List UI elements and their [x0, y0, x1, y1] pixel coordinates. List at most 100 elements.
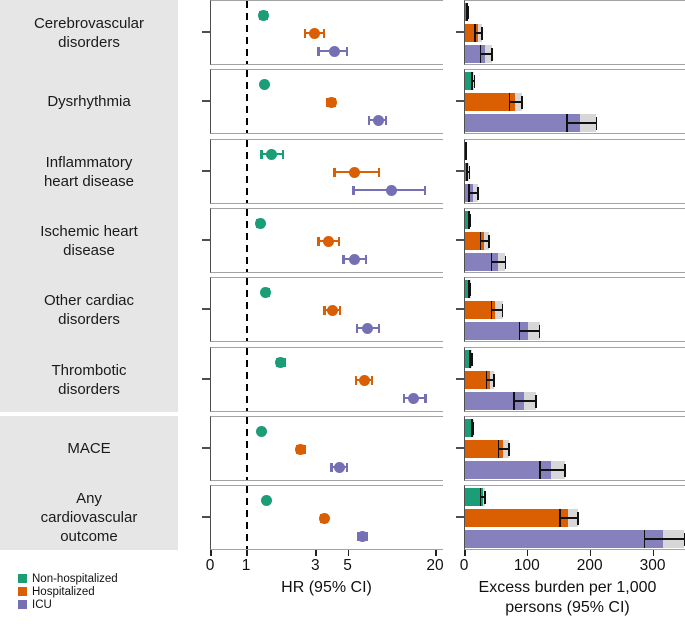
- outcome-label-line: Ischemic heart: [40, 222, 138, 240]
- burden-ci-high-cap: [683, 532, 685, 546]
- burden-ci-mid-line: [490, 309, 503, 311]
- hr-ci-cap-high: [338, 305, 342, 315]
- burden-axis-tick-label: 200: [576, 557, 603, 574]
- bar-panel-left-tick: [456, 378, 464, 380]
- burden-ci-mid-line: [490, 261, 506, 263]
- legend-label: Non-hospitalized: [32, 572, 118, 585]
- burden-ci-high-cap: [535, 394, 537, 408]
- hr-point-estimate: [323, 235, 335, 247]
- outcome-label-line: Cerebrovascular: [33, 14, 145, 32]
- forest-panel-left-tick: [202, 516, 210, 518]
- forest-panel-row: [210, 139, 443, 204]
- burden-bar: [465, 163, 468, 181]
- burden-ci-mid-line: [480, 53, 493, 55]
- legend-label: ICU: [32, 598, 52, 611]
- burden-ci-mid-line: [508, 101, 523, 103]
- hr-axis-tick-label: 20: [426, 557, 444, 574]
- hr-ci-cap-high: [337, 236, 341, 246]
- hospitalized-swatch-icon: [18, 587, 27, 596]
- forest-panel-row: [210, 208, 443, 273]
- hr-ci-cap-low: [402, 393, 406, 403]
- burden-bar: [465, 114, 580, 132]
- burden-ci-mid-line: [513, 400, 536, 402]
- burden-ci-high-cap: [564, 463, 566, 477]
- burden-ci-mid-line: [466, 11, 469, 13]
- burden-ci-high-cap: [502, 303, 504, 317]
- bar-panel-left-tick: [456, 516, 464, 518]
- hr-ci-cap-low: [355, 323, 359, 333]
- hr-point-estimate: [356, 530, 368, 542]
- hr-ci-cap-high: [364, 254, 368, 264]
- burden-ci-high-cap: [504, 255, 506, 269]
- outcome-label: Ischemic heart disease: [0, 208, 178, 273]
- icu-swatch-icon: [18, 600, 27, 609]
- outcome-label: Inflammatory heart disease: [0, 139, 178, 204]
- hr-ci-cap-high: [384, 115, 388, 125]
- burden-ci-high-cap: [477, 186, 479, 200]
- forest-panel-left-tick: [202, 378, 210, 380]
- outcome-label-line: disease: [63, 241, 115, 259]
- burden-axis-tick: [526, 550, 529, 556]
- burden-ci-mid-line: [566, 122, 597, 124]
- burden-bar: [465, 488, 483, 506]
- burden-bar: [465, 232, 484, 250]
- hr-point-estimate: [266, 148, 278, 160]
- legend-item-icu: ICU: [18, 598, 118, 611]
- burden-bar: [465, 280, 470, 298]
- bar-panel-left-tick: [456, 239, 464, 241]
- forest-panel-left-tick: [202, 308, 210, 310]
- hr-point-estimate: [258, 9, 270, 21]
- bar-panel-row: [464, 277, 685, 342]
- legend-label: Hospitalized: [32, 585, 95, 598]
- outcome-label-line: cardiovascular: [40, 509, 138, 526]
- burden-axis-tick: [464, 550, 466, 556]
- hr-reference-line: [245, 278, 248, 341]
- hr-point-estimate: [254, 217, 266, 229]
- burden-ci-high-cap: [484, 490, 486, 504]
- forest-panel-row: [210, 277, 443, 342]
- burden-ci-mid-line: [468, 288, 471, 290]
- hr-reference-line: [245, 1, 248, 64]
- burden-ci-mid-line: [559, 517, 579, 519]
- hr-axis-tick-label: 3: [311, 557, 320, 574]
- hr-ci-cap-low: [317, 46, 320, 56]
- hr-axis-tick: [435, 550, 437, 556]
- legend-item-hospitalized: Hospitalized: [18, 585, 118, 598]
- burden-ci-mid-line: [497, 448, 509, 450]
- burden-ci-high-cap: [471, 352, 473, 366]
- burden-ci-high-cap: [521, 95, 523, 109]
- hr-ci-cap-high: [345, 462, 349, 472]
- burden-bar: [465, 93, 516, 111]
- hr-ci-cap-high: [281, 149, 285, 159]
- hr-ci-cap-high: [377, 323, 380, 333]
- forest-panel-left-tick: [202, 239, 210, 241]
- bar-panel-row: [464, 208, 685, 273]
- hr-ci-cap-high: [370, 375, 374, 385]
- category-background-block-1: [0, 0, 178, 412]
- hr-point-estimate: [372, 114, 384, 126]
- burden-ci-mid-line: [468, 192, 479, 194]
- burden-ci-mid-line: [480, 240, 489, 242]
- hr-point-estimate: [362, 322, 374, 334]
- burden-axis-tick: [589, 550, 592, 556]
- forest-panel-row: [210, 485, 443, 550]
- hr-ci-cap-low: [323, 305, 326, 315]
- hr-ci-cap-low: [303, 28, 307, 38]
- hr-ci-cap-high: [377, 167, 380, 177]
- burden-bar: [465, 461, 552, 479]
- hr-axis-tick: [347, 550, 350, 556]
- burden-bar: [465, 301, 496, 319]
- hr-ci-cap-low: [342, 254, 345, 264]
- hr-point-estimate: [358, 374, 370, 386]
- burden-ci-high-cap: [473, 74, 476, 88]
- hr-point-estimate: [261, 494, 273, 506]
- burden-axis-tick-label: 300: [639, 557, 666, 574]
- burden-axis-title: Excess burden per 1,000 persons (95% CI): [450, 578, 685, 618]
- burden-ci-high-cap: [468, 165, 471, 179]
- hr-point-estimate: [408, 392, 420, 404]
- outcome-label-line: disorders: [58, 310, 120, 328]
- hr-point-estimate: [258, 78, 270, 90]
- hr-axis-tick: [315, 550, 317, 556]
- hr-point-estimate: [325, 96, 337, 108]
